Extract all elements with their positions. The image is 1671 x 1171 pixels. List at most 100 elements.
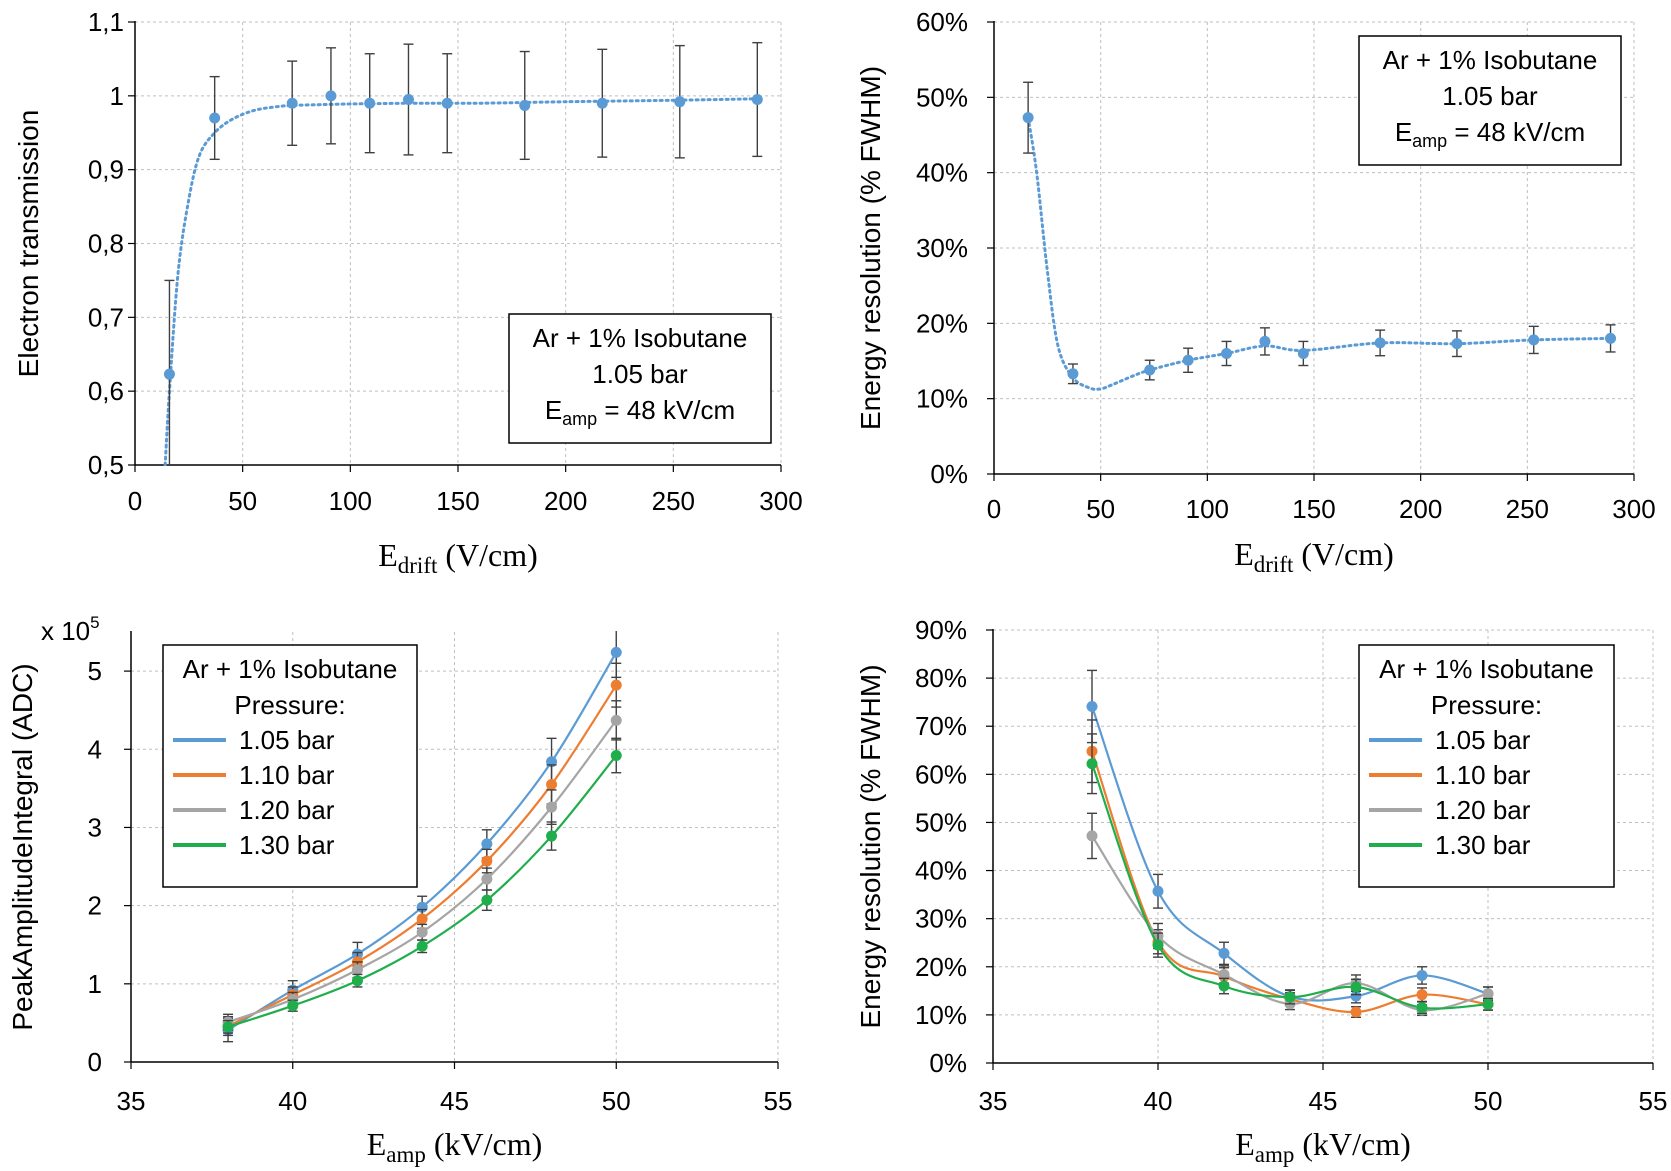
data-point [1350,981,1362,993]
data-point [1152,885,1164,897]
legend-series-label: 1.05 bar [1435,725,1531,755]
data-point [610,646,622,658]
legend-series-label: 1.20 bar [1435,795,1531,825]
data-point [1067,368,1079,380]
plot-area [1022,81,1617,391]
data-point [481,873,493,885]
y-tick-label: 50% [916,82,968,112]
data-point [402,94,414,106]
y-tick-label: 1 [88,969,102,999]
x-axis-title: Edrift (V/cm) [378,537,538,578]
legend-series-label: 1.05 bar [239,725,335,755]
data-point [1259,335,1271,347]
y-tick-label: 3 [88,812,102,842]
legend-eamp-value: = 48 kV/cm [1447,117,1585,147]
series-1-30-bar [222,737,622,1034]
x-axis-title-subscript: drift [398,553,438,578]
x-axis-title-subscript: drift [1254,552,1294,577]
legend-text: Pressure: [234,690,345,720]
x-axis-title-unit: (V/cm) [1293,536,1393,572]
data-point [416,913,428,925]
legend-series-label: 1.20 bar [239,795,335,825]
trend-line [1026,116,1613,391]
data-point [416,940,428,952]
x-tick-label: 35 [979,1086,1008,1116]
data-point [1144,364,1156,376]
legend-text: Ar + 1% Isobutane [183,654,398,684]
series-1-30-bar [1086,733,1494,1015]
data-point [610,750,622,762]
data-point [481,855,493,867]
legend-eamp-label: E [545,395,562,425]
chart-panel-d: 35 40 45 50 55 0% 10% 20% 30% 40% 50% 60% 70% 80% 90% E… [855,615,1667,1167]
x-tick-label: 200 [1399,494,1442,524]
x-axis-title-main: E [1234,536,1254,572]
y-tick-label: 0% [929,1048,967,1078]
x-tick-label: 50 [1086,494,1115,524]
data-point [1451,338,1463,350]
data-point [1218,968,1230,980]
y-axis-title: Electron transmission [13,110,44,378]
data-point [441,97,453,109]
x-axis-title-unit: (kV/cm) [426,1126,542,1162]
y-tick-label: 90% [915,615,967,645]
y-tick-label: 60% [916,7,968,37]
legend: Ar + 1% Isobutane Pressure: 1.05 bar 1.10 b… [1358,644,1615,888]
x-tick-label: 40 [278,1086,307,1116]
data-point [1482,998,1494,1010]
y-multiplier-exponent: 5 [90,613,99,632]
data-point [1221,347,1233,359]
series-1-05-bar [1022,81,1617,391]
data-point [1022,112,1034,124]
y-multiplier-label: x 105 [41,613,100,646]
x-tick-label: 0 [128,486,142,516]
data-point [1182,354,1194,366]
y-tick-label: 0% [930,459,968,489]
data-point [325,90,337,102]
x-axis-title-main: E [1235,1126,1255,1162]
data-point [416,926,428,938]
legend-series-label: 1.10 bar [1435,760,1531,790]
x-tick-label: 200 [544,486,587,516]
data-point [1297,347,1309,359]
y-tick-label: 0,7 [88,302,124,332]
y-tick-label: 50% [915,807,967,837]
x-axis-title-subscript: amp [386,1142,426,1167]
x-tick-label: 50 [228,486,257,516]
x-axis-title: Eamp (kV/cm) [1235,1126,1411,1167]
legend-text: 1.05 bar [1442,81,1538,111]
trend-line [163,97,759,466]
data-point [1528,334,1540,346]
x-axis-title-subscript: amp [1255,1142,1295,1167]
data-point [1086,700,1098,712]
data-point [1218,947,1230,959]
x-tick-label: 300 [1612,494,1655,524]
legend-eamp: Eamp = 48 kV/cm [545,395,735,429]
y-tick-label: 4 [88,734,102,764]
data-point [1086,758,1098,770]
legend-text: Ar + 1% Isobutane [533,323,748,353]
data-point [519,99,531,111]
legend: Ar + 1% Isobutane 1.05 bar Eamp = 48 kV/cm [1358,35,1622,166]
data-point [1374,337,1386,349]
x-tick-label: 45 [440,1086,469,1116]
x-tick-label: 40 [1144,1086,1173,1116]
legend-series-label: 1.30 bar [1435,830,1531,860]
legend-eamp-value: = 48 kV/cm [597,395,735,425]
x-tick-label: 45 [1309,1086,1338,1116]
legend-text: Ar + 1% Isobutane [1383,45,1598,75]
legend-text: 1.05 bar [592,359,688,389]
y-axis-title: Energy resolution (% FWHM) [855,66,886,430]
data-point [1416,969,1428,981]
y-tick-label: 0 [88,1047,102,1077]
legend-box [1358,35,1622,166]
legend-eamp-subscript: amp [562,409,597,429]
x-tick-label: 55 [1639,1086,1668,1116]
chart-panel-a: 0 50 100 150 200 250 300 0,5 0,6 0,7 0,8 0,9 1 1,1 Edr… [13,7,803,578]
data-point [286,97,298,109]
data-point [351,964,363,976]
plot-area [163,41,763,466]
x-axis-title-main: E [367,1126,387,1162]
y-tick-label: 20% [915,952,967,982]
